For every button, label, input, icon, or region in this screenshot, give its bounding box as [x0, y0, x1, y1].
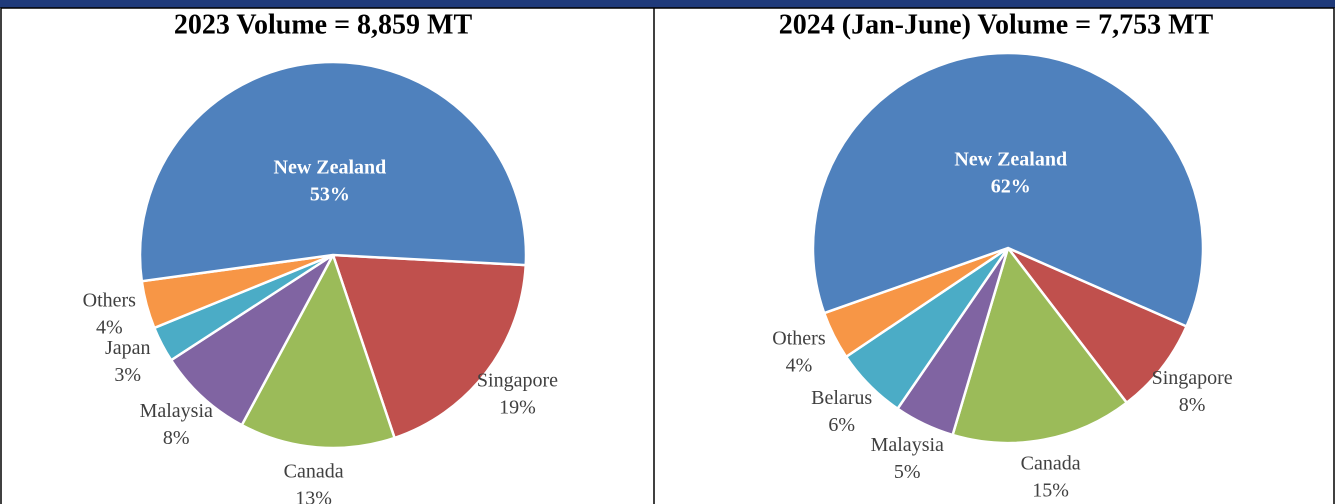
slice-value-label: 4% [786, 355, 813, 377]
slice-value-label: 5% [894, 461, 921, 483]
slice-value-label: 8% [163, 427, 190, 449]
slice-label: Others [83, 290, 137, 312]
slice-label: Canada [284, 460, 344, 482]
chart-title: 2023 Volume = 8,859 MT [174, 9, 473, 40]
slice-value-label: 8% [1179, 394, 1206, 416]
header-band [0, 0, 1335, 8]
slice-label: Canada [1021, 453, 1081, 475]
slice-value-label: 4% [96, 317, 123, 339]
slice-value-label: 53% [310, 183, 350, 205]
pie-slice [1007, 246, 1189, 405]
pie-slice [331, 253, 528, 440]
pie-slice [138, 60, 528, 283]
slice-value-label: 19% [499, 397, 536, 419]
slice-label: Japan [105, 337, 151, 359]
slice-value-label: 6% [828, 414, 855, 436]
pie-slice [240, 251, 397, 450]
chart-title: 2024 (Jan-June) Volume = 7,753 MT [779, 9, 1214, 40]
slice-value-label: 15% [1032, 480, 1069, 502]
slice-value-label: 13% [295, 487, 332, 504]
slice-label: Malaysia [871, 434, 944, 456]
slice-label: Singapore [477, 370, 558, 392]
slice-label: Malaysia [140, 400, 213, 422]
pie-slice [169, 253, 335, 427]
frame [0, 7, 1335, 504]
slice-label: New Zealand [954, 149, 1067, 171]
pie-slice [811, 51, 1205, 329]
slice-label: Others [772, 328, 826, 350]
pie-slice [951, 245, 1129, 445]
slice-label: Singapore [1152, 367, 1233, 389]
slice-label: New Zealand [274, 156, 387, 178]
slice-value-label: 62% [991, 176, 1031, 198]
slice-label: Belarus [811, 387, 872, 409]
slice-value-label: 3% [114, 364, 141, 386]
